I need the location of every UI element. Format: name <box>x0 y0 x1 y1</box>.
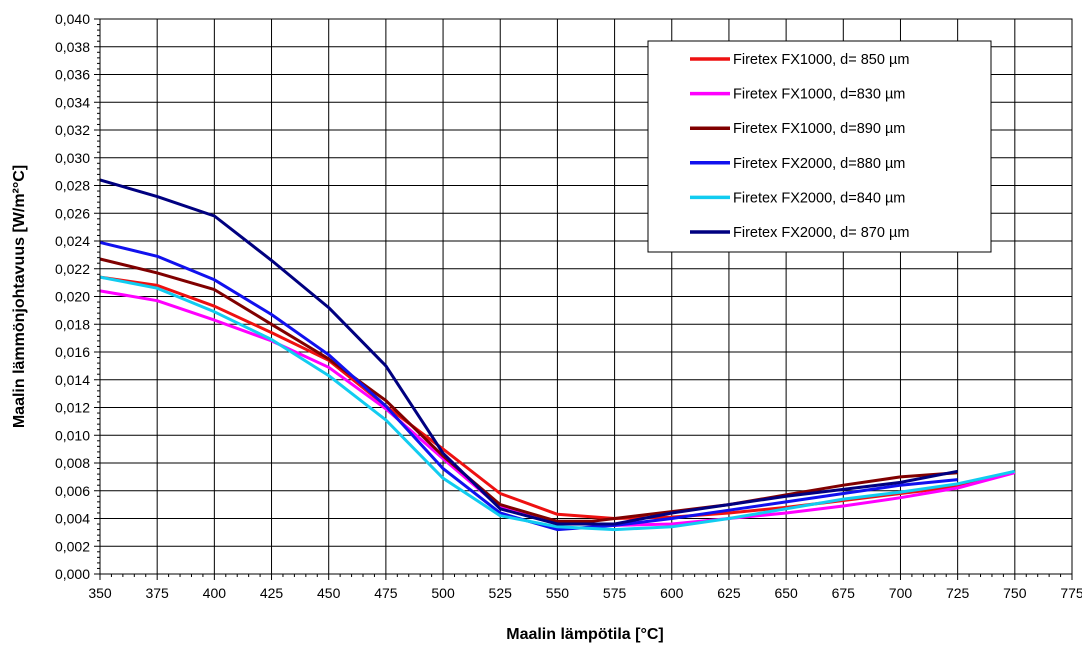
x-tick-label: 575 <box>603 585 627 601</box>
y-tick-label: 0,006 <box>55 483 90 499</box>
y-tick-label: 0,034 <box>55 94 90 110</box>
legend-items: Firetex FX1000, d= 850 µm Firetex FX1000,… <box>690 52 909 241</box>
x-tick-label: 700 <box>889 585 913 601</box>
x-tick-label: 550 <box>546 585 570 601</box>
x-tick-label: 350 <box>88 585 112 601</box>
legend-label-2: Firetex FX1000, d=830 µm <box>733 87 905 103</box>
x-tick-label: 500 <box>431 585 455 601</box>
series-line-3 <box>99 257 958 523</box>
y-tick-label: 0,002 <box>55 538 90 554</box>
y-tick-label: 0,026 <box>55 205 90 221</box>
x-tick-label: 475 <box>374 585 398 601</box>
y-tick-label: 0,028 <box>55 178 90 194</box>
x-tick-label: 600 <box>660 585 684 601</box>
y-tick-label: 0,010 <box>55 427 90 443</box>
y-axis-title: Maalin lämmönjohtavuus [W/m²°C] <box>11 165 28 428</box>
y-tick-label: 0,016 <box>55 344 90 360</box>
y-tick-label: 0,020 <box>55 289 90 305</box>
y-tick-label: 0,012 <box>55 400 90 416</box>
legend-box <box>647 40 992 253</box>
legend-label-4: Firetex FX2000, d=880 µm <box>733 156 905 172</box>
y-tick-label: 0,022 <box>55 261 90 277</box>
series-layer <box>99 178 1016 532</box>
x-tick-label: 725 <box>946 585 970 601</box>
legend: Firetex FX1000, d= 850 µm Firetex FX1000,… <box>647 40 992 253</box>
y-tick-label: 0,024 <box>55 233 90 249</box>
x-tick-labels: 350 375 400 425 450 475 500 525 550 575 600 625 650 6… <box>88 585 1082 601</box>
y-tick-label: 0,014 <box>55 372 90 388</box>
y-tick-label: 0,036 <box>55 67 90 83</box>
y-tick-label: 0,038 <box>55 39 90 55</box>
y-tick-label: 0,040 <box>55 11 90 27</box>
legend-label-6: Firetex FX2000, d= 870 µm <box>733 225 909 241</box>
x-tick-label: 400 <box>203 585 227 601</box>
y-tick-label: 0,004 <box>55 511 90 527</box>
series-line-5 <box>99 275 1016 532</box>
y-tick-label: 0,000 <box>55 566 90 582</box>
legend-label-1: Firetex FX1000, d= 850 µm <box>733 52 909 68</box>
x-axis-title: Maalin lämpötila [°C] <box>506 626 664 643</box>
y-tick-label: 0,030 <box>55 150 90 166</box>
series-line-6 <box>99 178 958 526</box>
y-tick-label: 0,032 <box>55 122 90 138</box>
x-tick-label: 425 <box>260 585 284 601</box>
x-tick-label: 675 <box>832 585 856 601</box>
x-tick-label: 450 <box>317 585 341 601</box>
y-tick-label: 0,018 <box>55 316 90 332</box>
legend-label-5: Firetex FX2000, d=840 µm <box>733 190 905 206</box>
x-tick-label: 525 <box>489 585 513 601</box>
x-tick-label: 625 <box>717 585 741 601</box>
x-tick-label: 650 <box>774 585 798 601</box>
y-tick-labels: 0,000 0,002 0,004 0,006 0,008 0,010 0,012 0,014… <box>55 11 90 582</box>
plot-frame <box>99 18 1073 575</box>
legend-label-3: Firetex FX1000, d=890 µm <box>733 121 905 137</box>
x-tick-label: 775 <box>1060 585 1082 601</box>
x-tick-label: 375 <box>145 585 169 601</box>
y-tick-label: 0,008 <box>55 455 90 471</box>
x-tick-label: 750 <box>1003 585 1027 601</box>
